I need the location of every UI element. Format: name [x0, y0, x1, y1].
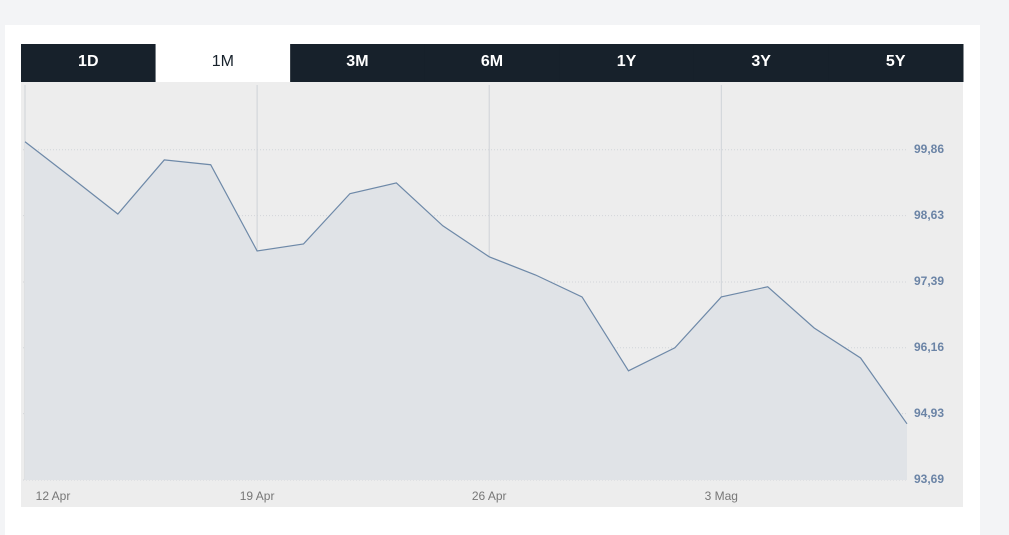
y-tick-label: 94,93	[914, 406, 944, 420]
y-tick-label: 98,63	[914, 208, 944, 222]
tab[interactable]	[693, 44, 829, 82]
area-fill	[25, 141, 907, 480]
tab-label[interactable]: 3M	[346, 53, 368, 70]
tab[interactable]	[424, 44, 560, 82]
tab-label[interactable]: 1D	[78, 53, 98, 70]
x-tick-label: 19 Apr	[240, 489, 275, 503]
tab-label[interactable]: 6M	[481, 53, 503, 70]
tab-label[interactable]: 1Y	[617, 53, 637, 70]
x-tick-label: 3 Mag	[705, 489, 738, 503]
tab-label[interactable]: 1M	[212, 53, 234, 70]
tab-label[interactable]: 5Y	[886, 53, 906, 70]
tab[interactable]	[21, 44, 157, 82]
tab[interactable]	[290, 44, 426, 82]
y-tick-label: 96,16	[914, 340, 944, 354]
line	[24, 141, 908, 425]
tab[interactable]	[559, 44, 695, 82]
tab[interactable]	[828, 44, 964, 82]
tab[interactable]	[155, 44, 291, 82]
x-tick-label: 26 Apr	[472, 489, 507, 503]
y-tick-label: 97,39	[914, 274, 944, 288]
tab-label[interactable]: 3Y	[751, 53, 771, 70]
y-tick-label: 93,69	[914, 472, 944, 486]
y-tick-label: 99,86	[914, 142, 944, 156]
x-tick-label: 12 Apr	[36, 489, 71, 503]
